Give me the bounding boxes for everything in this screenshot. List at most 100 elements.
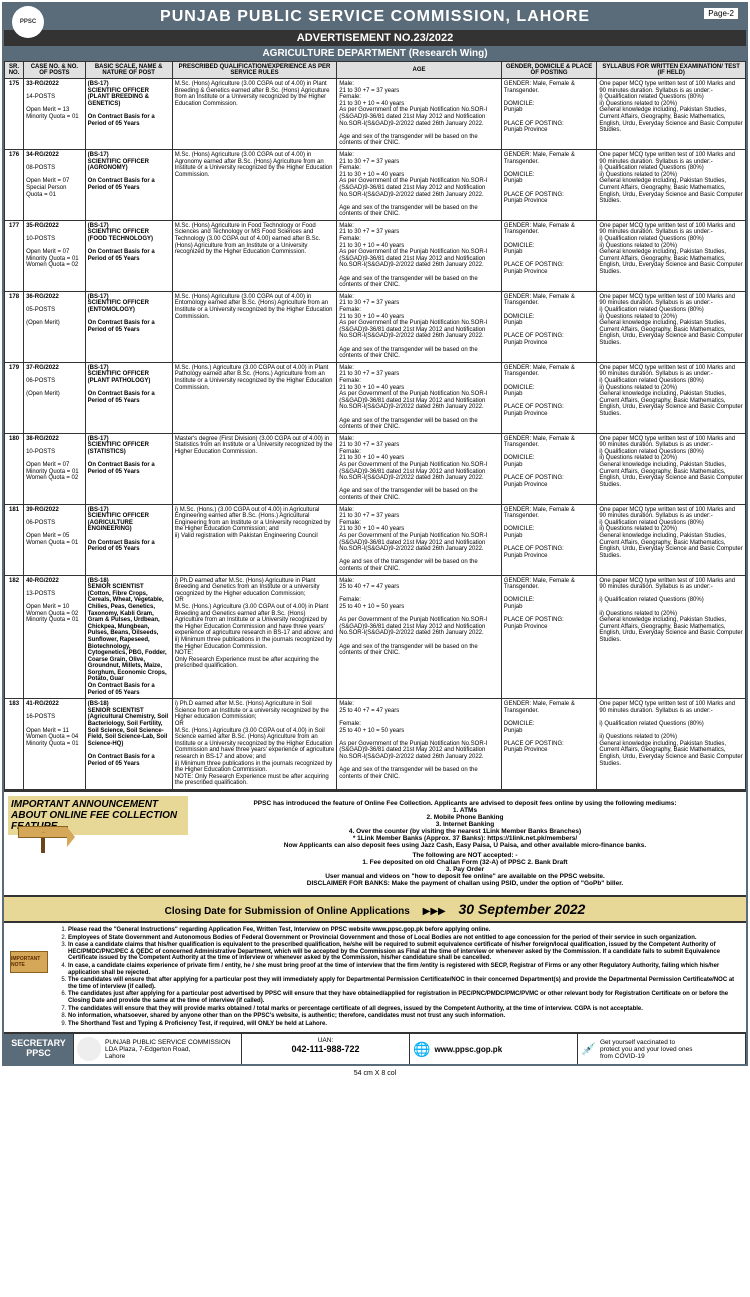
cell-case: 35-RG/202210-POSTSOpen Merit = 07Minorit… (24, 220, 86, 291)
cell-gender: GENDER: Male, Female & Transgender. DOMI… (501, 362, 597, 433)
cell-syllabus: One paper MCQ type written test of 100 M… (597, 575, 746, 699)
note-item: The candidates just after applying for a… (68, 991, 742, 1004)
cell-syllabus: One paper MCQ type written test of 100 M… (597, 362, 746, 433)
secretary-label: SECRETARY PPSC (4, 1034, 74, 1064)
cell-gender: GENDER: Male, Female & Transgender. DOMI… (501, 149, 597, 220)
cell-syllabus: One paper MCQ type written test of 100 M… (597, 220, 746, 291)
cell-basic: (BS-17)SCIENTIFIC OFFICER (PLANT PATHOLO… (85, 362, 172, 433)
announce-mediums: 1. ATMs 2. Mobile Phone Banking 3. Inter… (208, 807, 722, 849)
note-item: No information, whatsoever, shared by an… (68, 1013, 742, 1020)
cell-case: 33-RG/202214-POSTSOpen Merit = 13Minorit… (24, 79, 86, 150)
cell-case: 36-RG/202205-POSTS(Open Merit) (24, 291, 86, 362)
cell-sr: 181 (5, 504, 24, 575)
table-row: 17533-RG/202214-POSTSOpen Merit = 13Mino… (5, 79, 746, 150)
cell-age: Male: 25 to 40 +7 = 47 years Female: 25 … (337, 575, 502, 699)
cell-case: 34-RG/202208-POSTSOpen Merit = 07Special… (24, 149, 86, 220)
col-gender: GENDER, DOMICILE & PLACE OF POSTING (501, 62, 597, 79)
important-note-icon: IMPORTANT NOTE (10, 951, 48, 973)
footer-address: PUNJAB PUBLIC SERVICE COMMISSION LDA Pla… (74, 1034, 242, 1064)
signpost-icon: → (18, 826, 68, 856)
table-row: 17937-RG/202206-POSTS(Open Merit)(BS-17)… (5, 362, 746, 433)
globe-icon: 🌐 (413, 1041, 430, 1058)
cell-syllabus: One paper MCQ type written test of 100 M… (597, 149, 746, 220)
col-qual: PRESCRIBED QUALIFICATION/EXPERIENCE AS P… (172, 62, 337, 79)
notes-section: IMPORTANT NOTE Please read the "General … (4, 923, 746, 1032)
cell-age: Male: 21 to 30 +7 = 37 years Female: 21 … (337, 362, 502, 433)
note-item: In case a candidate claims that his/her … (68, 942, 742, 962)
cell-basic: (BS-18)SENIOR SCIENTIST(Cotton, Fibre Cr… (85, 575, 172, 699)
cell-basic: (BS-17)SCIENTIFIC OFFICER (AGRONOMY)On C… (85, 149, 172, 220)
cell-syllabus: One paper MCQ type written test of 100 M… (597, 79, 746, 150)
cell-qual: i) Ph.D earned after M.Sc. (Hons) Agricu… (172, 699, 337, 790)
advertisement-number: ADVERTISEMENT NO.23/2022 (4, 30, 746, 46)
announce-not-accepted: The following are NOT accepted: - 1. Fee… (208, 852, 722, 887)
cell-qual: M.Sc. (Hons) Agriculture (3.00 CGPA out … (172, 149, 337, 220)
cell-qual: M.Sc. (Hons) Agriculture in Food Technol… (172, 220, 337, 291)
cell-case: 39-RG/202206-POSTSOpen Merit = 05Women Q… (24, 504, 86, 575)
cell-age: Male: 21 to 30 +7 = 37 years Female: 21 … (337, 291, 502, 362)
cell-age: Male: 25 to 40 +7 = 47 years Female: 25 … (337, 699, 502, 790)
note-item: The Shorthand Test and Typing & Proficie… (68, 1021, 742, 1028)
cell-case: 37-RG/202206-POSTS(Open Merit) (24, 362, 86, 433)
cell-gender: GENDER: Male, Female & Transgender. DOMI… (501, 79, 597, 150)
cell-age: Male: 21 to 30 +7 = 37 years Female: 21 … (337, 149, 502, 220)
syringe-icon: 💉 (581, 1042, 596, 1056)
footer-uan: UAN: 042-111-988-722 (242, 1034, 410, 1064)
cell-basic: (BS-17)SCIENTIFIC OFFICER (AGRICULTURE E… (85, 504, 172, 575)
cell-gender: GENDER: Male, Female & Transgender. DOMI… (501, 220, 597, 291)
page-header: PPSC PUNJAB PUBLIC SERVICE COMMISSION, L… (4, 4, 746, 30)
cell-basic: (BS-18)SENIOR SCIENTIST(Agricultural Che… (85, 699, 172, 790)
table-row: 17836-RG/202205-POSTS(Open Merit)(BS-17)… (5, 291, 746, 362)
announcement-section: IMPORTANT ANNOUNCEMENT ABOUT ONLINE FEE … (4, 790, 746, 895)
ppsc-logo: PPSC (12, 6, 44, 38)
note-item: In case, a candidate claims experience o… (68, 963, 742, 976)
cell-case: 41-RG/202216-POSTSOpen Merit = 11Women Q… (24, 699, 86, 790)
cell-basic: (BS-17)SCIENTIFIC OFFICER (STATISTICS)On… (85, 433, 172, 504)
note-item: Please read the "General Instructions" r… (68, 927, 742, 934)
cell-sr: 182 (5, 575, 24, 699)
table-row: 18240-RG/202213-POSTSOpen Merit = 10Wome… (5, 575, 746, 699)
cell-syllabus: One paper MCQ type written test of 100 M… (597, 699, 746, 790)
note-item: The candidates will ensure that after ap… (68, 977, 742, 990)
cell-basic: (BS-17)SCIENTIFIC OFFICER (FOOD TECHNOLO… (85, 220, 172, 291)
cell-syllabus: One paper MCQ type written test of 100 M… (597, 433, 746, 504)
commission-title: PUNJAB PUBLIC SERVICE COMMISSION, LAHORE (8, 8, 742, 26)
dimensions-label: 54 cm X 8 col (0, 1068, 750, 1079)
cell-sr: 178 (5, 291, 24, 362)
table-row: 18139-RG/202206-POSTSOpen Merit = 05Wome… (5, 504, 746, 575)
cell-gender: GENDER: Male, Female & Transgender. DOMI… (501, 699, 597, 790)
arrows-icon: ▶▶▶ (423, 906, 446, 917)
col-syllabus: SYLLABUS FOR WRITTEN EXAMINATION/ TEST (… (597, 62, 746, 79)
cell-sr: 180 (5, 433, 24, 504)
cell-qual: i) M.Sc. (Hons.) (3.00 CGPA out of 4.00)… (172, 504, 337, 575)
ppsc-logo-small-icon (77, 1037, 101, 1061)
col-age: AGE (337, 62, 502, 79)
jobs-table: SR. NO. CASE NO. & NO. OF POSTS BASIC SC… (4, 61, 746, 790)
notes-list: Please read the "General Instructions" r… (68, 927, 742, 1027)
department-name: AGRICULTURE DEPARTMENT (Research Wing) (4, 46, 746, 61)
cell-age: Male: 21 to 30 +7 = 37 years Female: 21 … (337, 433, 502, 504)
table-row: 17735-RG/202210-POSTSOpen Merit = 07Mino… (5, 220, 746, 291)
announce-intro: PPSC has introduced the feature of Onlin… (208, 800, 722, 807)
cell-syllabus: One paper MCQ type written test of 100 M… (597, 291, 746, 362)
cell-sr: 179 (5, 362, 24, 433)
page-container: PPSC PUNJAB PUBLIC SERVICE COMMISSION, L… (2, 2, 748, 1066)
page-number: Page-2 (704, 8, 738, 19)
table-row: 17634-RG/202208-POSTSOpen Merit = 07Spec… (5, 149, 746, 220)
table-row: 18038-RG/202210-POSTSOpen Merit = 07Mino… (5, 433, 746, 504)
cell-gender: GENDER: Male, Female & Transgender. DOMI… (501, 433, 597, 504)
cell-age: Male: 21 to 30 +7 = 37 years Female: 21 … (337, 504, 502, 575)
cell-qual: M.Sc. (Hons.) Agriculture (3.00 CGPA out… (172, 362, 337, 433)
cell-basic: (BS-17)SCIENTIFIC OFFICER (ENTOMOLOGY)On… (85, 291, 172, 362)
table-row: 18341-RG/202216-POSTSOpen Merit = 11Wome… (5, 699, 746, 790)
cell-case: 40-RG/202213-POSTSOpen Merit = 10Women Q… (24, 575, 86, 699)
col-basic: BASIC SCALE, NAME & NATURE OF POST (85, 62, 172, 79)
cell-age: Male: 21 to 30 +7 = 37 years Female: 21 … (337, 79, 502, 150)
note-item: Employees of State Government and Autono… (68, 935, 742, 942)
cell-case: 38-RG/202210-POSTSOpen Merit = 07Minorit… (24, 433, 86, 504)
cell-gender: GENDER: Male, Female & Transgender. DOMI… (501, 504, 597, 575)
cell-sr: 176 (5, 149, 24, 220)
cell-sr: 175 (5, 79, 24, 150)
col-sr: SR. NO. (5, 62, 24, 79)
cell-gender: GENDER: Male, Female & Transgender. DOMI… (501, 291, 597, 362)
